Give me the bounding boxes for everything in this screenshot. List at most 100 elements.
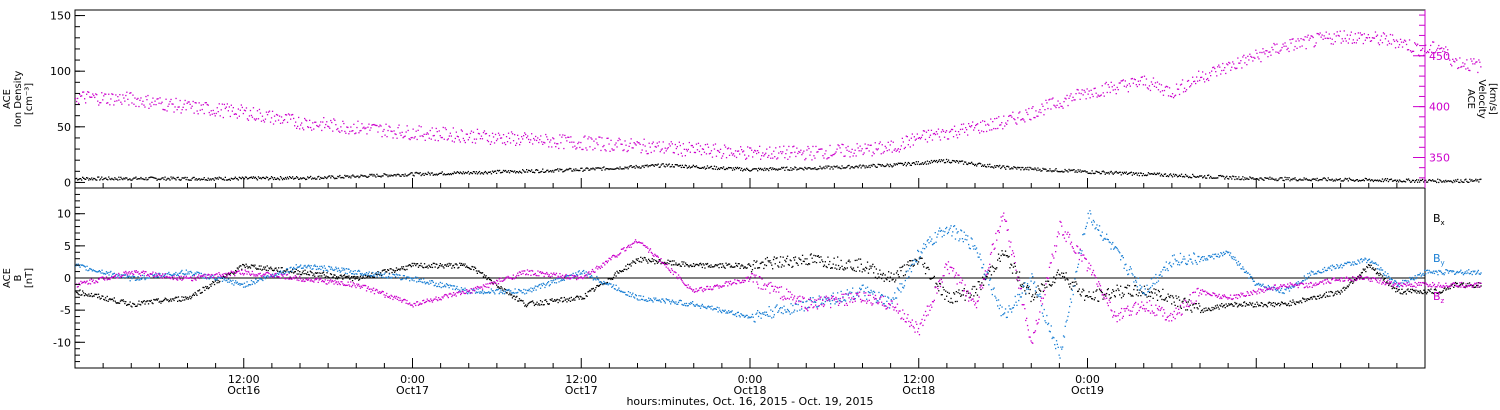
point [476,128,479,130]
point [205,274,207,276]
point [133,276,136,278]
point [427,171,429,173]
point [102,179,104,181]
point [1425,44,1427,46]
point [127,276,129,278]
point [683,261,685,263]
point [1263,304,1265,306]
point [1114,88,1116,91]
point [770,157,772,159]
point [281,267,283,269]
point [220,277,222,279]
point [733,169,736,171]
point [110,299,112,301]
point [511,133,514,135]
point [1452,58,1454,60]
point [1277,302,1279,305]
point [97,293,100,295]
point [1385,282,1387,284]
point [497,132,500,134]
point [933,132,936,135]
point [277,270,279,272]
point [631,166,633,169]
point [97,100,99,102]
point [1226,175,1228,177]
point [296,273,298,275]
point [789,259,791,261]
point [1239,178,1241,181]
point [1455,179,1457,181]
point [1124,80,1126,82]
point [496,289,499,291]
point [169,298,172,300]
point [509,290,511,292]
point [1084,91,1086,93]
point [445,128,447,131]
point [997,253,1000,255]
point [1285,303,1287,305]
point [823,157,825,159]
point [348,176,350,179]
point [583,298,585,300]
point [1339,30,1341,32]
point [673,166,675,168]
point [269,177,272,180]
point [1323,177,1325,179]
point [954,161,957,163]
point [336,268,338,270]
point [218,276,220,279]
point [717,150,720,152]
point [1415,43,1417,45]
point [1139,80,1141,82]
point [1013,118,1015,120]
point [1000,167,1002,170]
point [195,273,197,275]
point [540,303,543,306]
point [1193,175,1195,177]
point [397,268,399,270]
point [426,173,428,176]
point [491,170,494,172]
point [1088,90,1090,92]
point [300,273,302,276]
point [795,167,797,169]
point [941,129,944,131]
point [585,271,587,273]
point [399,175,401,177]
point [1294,303,1296,305]
point [236,267,238,269]
point [114,177,116,179]
point [527,171,529,173]
point [799,167,801,169]
point [1329,179,1331,181]
point [427,267,429,269]
point [104,93,106,95]
point [1420,49,1422,52]
point [1017,280,1019,282]
point [656,260,658,263]
point [517,171,519,173]
point [1319,32,1321,34]
point [544,286,546,289]
point [857,147,859,149]
point [1316,32,1318,35]
point [292,113,294,116]
point [516,295,518,298]
point [561,279,563,281]
point [339,271,341,273]
point [1078,92,1080,94]
point [1444,287,1446,289]
point [173,177,175,179]
point [816,168,818,171]
point [854,259,856,262]
point [1060,277,1062,279]
point [462,263,464,265]
point [286,269,289,271]
point [586,149,588,151]
point [269,121,272,123]
point [88,293,90,295]
point [90,292,93,295]
point [383,173,385,175]
point [290,177,292,179]
point [1118,289,1120,292]
